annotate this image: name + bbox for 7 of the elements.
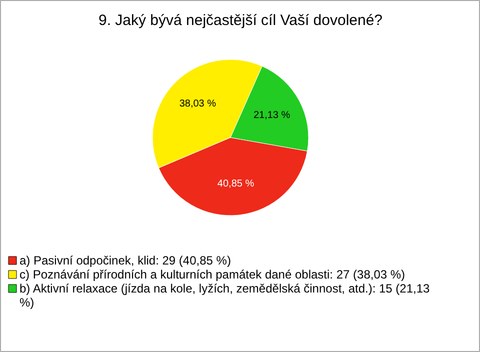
data-label: 40,85 %	[217, 178, 254, 190]
data-label: 21,13 %	[253, 110, 290, 122]
chart-title: 9. Jaký bývá nejčastější cíl Vaší dovolené?	[98, 12, 383, 29]
data-label: 38,03 %	[179, 98, 216, 110]
legend-label: c) Poznávání přírodních a kulturních památek dané oblasti: 27 (38,03 %)	[20, 268, 406, 282]
legend-label: a) Pasivní odpočinek, klid: 29 (40,85 %)	[20, 254, 231, 268]
legend-label: b) Aktivní relaxace (jízda na kole, lyžích, zemědělská činnost, atd.): 15 (21,13 %)	[20, 282, 430, 310]
